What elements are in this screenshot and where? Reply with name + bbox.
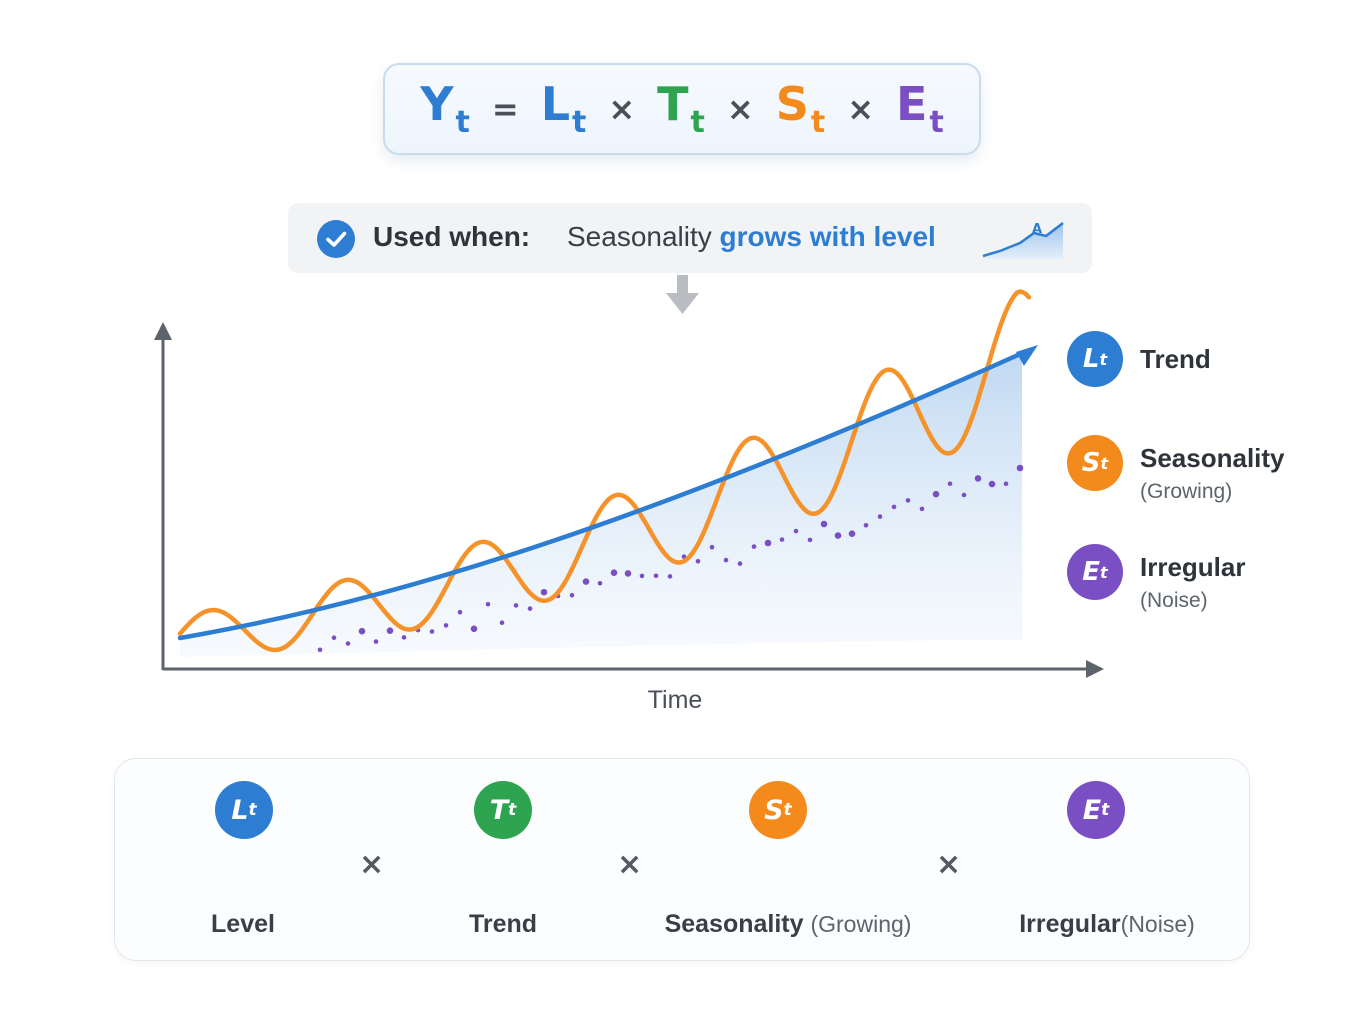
- noise-dot: [974, 475, 982, 482]
- legend-subtitle-seasonality: (Growing): [1140, 480, 1233, 503]
- noise-dot: [919, 506, 925, 512]
- chart-axes: [154, 322, 1104, 678]
- noise-dot: [877, 514, 883, 519]
- noise-dot: [610, 569, 618, 576]
- noise-dot: [667, 574, 673, 579]
- noise-dot: [863, 523, 869, 528]
- noise-dot: [932, 490, 940, 498]
- legend-title-irregular: Irregular: [1140, 552, 1246, 582]
- svg-text:A: A: [1032, 222, 1042, 237]
- noise-dot: [988, 480, 996, 488]
- noise-dot: [345, 641, 351, 646]
- noise-dot: [429, 629, 435, 634]
- multiply-sign-1: ×: [359, 847, 385, 882]
- trend-area: [180, 352, 1022, 657]
- components-panel: [114, 758, 1250, 961]
- legend-subtitle-irregular: (Noise): [1140, 589, 1208, 612]
- formula-times-1: ×: [608, 90, 636, 128]
- noise-dot: [582, 578, 590, 585]
- trend-line: [177, 352, 1021, 641]
- noise-dot: [653, 573, 659, 579]
- noise-dot: [358, 627, 366, 635]
- component-label-level: Level: [211, 910, 275, 938]
- formula-times-3: ×: [847, 90, 874, 128]
- noise-dot: [709, 544, 715, 550]
- formula-s: St: [775, 76, 826, 140]
- noise-dot: [723, 557, 729, 563]
- noise-dot: [764, 539, 772, 547]
- used-when-highlight: grows with level: [719, 221, 936, 252]
- check-icon: [317, 220, 355, 258]
- noise-dot: [793, 528, 799, 534]
- irregular-noise-dots: [317, 464, 1024, 653]
- noise-dot: [961, 492, 967, 498]
- noise-dot: [331, 635, 337, 640]
- noise-dot: [569, 592, 575, 598]
- multiply-sign-2: ×: [617, 847, 643, 882]
- component-label-seasonality: Seasonality (Growing): [664, 910, 912, 938]
- noise-dot: [443, 623, 449, 628]
- component-label-trend: Trend: [468, 910, 538, 938]
- noise-dot: [779, 537, 785, 542]
- trend-arrowhead: [1016, 345, 1038, 366]
- legend-title-seasonality: Seasonality: [1140, 443, 1285, 473]
- noise-dot: [373, 639, 379, 644]
- noise-dot: [639, 573, 645, 579]
- noise-dot: [695, 558, 701, 564]
- noise-dot: [386, 627, 394, 634]
- noise-dot: [947, 481, 953, 487]
- used-when-box: [288, 203, 1092, 273]
- component-label-irregular: Irregular(Noise): [1019, 910, 1195, 938]
- legend-title-trend: Trend: [1140, 344, 1211, 374]
- noise-dot: [1003, 481, 1009, 487]
- down-arrow-icon: [666, 275, 699, 314]
- formula-equals: =: [491, 90, 519, 128]
- multiply-sign-3: ×: [936, 847, 962, 882]
- noise-dot: [848, 530, 856, 537]
- noise-dot: [527, 606, 533, 611]
- noise-dot: [737, 561, 743, 566]
- noise-dot: [624, 570, 632, 577]
- noise-dot: [513, 603, 519, 608]
- noise-dot: [751, 544, 757, 549]
- used-when-text: Seasonality grows with level: [567, 221, 936, 252]
- formula-box: Yt = Lt × Tt × St × Et: [383, 63, 981, 155]
- formula-l: Lt: [540, 76, 587, 140]
- seasonality-curve: [177, 289, 1032, 653]
- noise-dot: [597, 581, 603, 586]
- noise-dot: [401, 635, 407, 640]
- noise-dot: [820, 520, 828, 528]
- noise-dot: [457, 609, 463, 615]
- noise-dot: [1016, 464, 1024, 472]
- growth-chart-icon: A: [982, 222, 1064, 259]
- noise-dot: [470, 625, 478, 633]
- noise-dot: [834, 532, 842, 539]
- formula-times-2: ×: [726, 90, 754, 128]
- noise-dot: [891, 504, 897, 510]
- formula-t: Tt: [657, 76, 705, 140]
- noise-dot: [540, 588, 548, 596]
- noise-dot: [807, 537, 813, 543]
- formula-y: Yt: [420, 76, 470, 140]
- x-axis-label: Time: [647, 686, 703, 714]
- noise-dot: [485, 602, 491, 607]
- noise-dot: [317, 647, 323, 653]
- formula-e: Et: [896, 76, 944, 140]
- used-when-label: Used when:: [373, 221, 531, 252]
- noise-dot: [499, 620, 505, 625]
- noise-dot: [905, 498, 911, 503]
